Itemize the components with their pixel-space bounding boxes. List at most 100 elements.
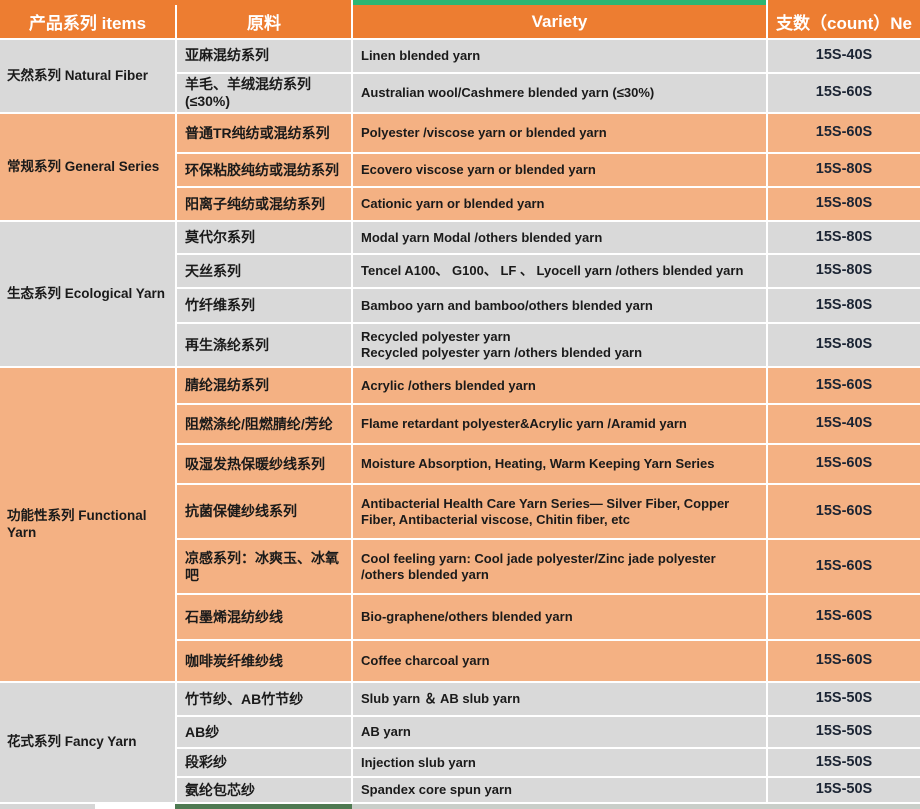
table-row: 吸湿发热保暖纱线系列 Moisture Absorption, Heating,… [0,443,920,486]
count-cell: 15S-60S [766,538,920,596]
variety-cell: Injection slub yarn [351,747,768,779]
bottom-strip-gray-left [0,804,95,809]
table-row: 段彩纱 Injection slub yarn 15S-50S [0,747,920,779]
table-row: 花式系列 Fancy Yarn 竹节纱、AB竹节纱 Slub yarn ＆ AB… [0,681,920,805]
variety-cell: Bio-graphene/others blended yarn [351,593,768,642]
variety-cell: Antibacterial Health Care Yarn Series— S… [351,483,768,541]
material-cell: 再生涤纶系列 [176,322,353,369]
material-cell: 普通TR纯纺或混纺系列 [175,112,353,155]
variety-cell: Spandex core spun yarn [351,776,768,805]
count-cell: 15S-60S [766,71,920,115]
count-cell: 15S-80S [766,253,920,290]
count-cell: 15S-60S [766,443,920,486]
top-strip-orange-left [0,0,353,5]
section-label-natural: 天然系列 Natural Fiber [0,37,177,115]
material-cell: 环保粘胶纯纺或混纺系列 [176,152,353,189]
variety-cell: Recycled polyester yarn Recycled polyest… [351,322,768,369]
count-cell: 15S-60S [766,483,920,541]
material-cell: 阳离子纯纺或混纺系列 [176,186,353,223]
bottom-strip-green [175,804,352,809]
material-cell: AB纱 [176,715,353,750]
header-variety: Variety [351,5,768,40]
count-cell: 15S-50S [766,681,920,718]
material-cell: 竹纤维系列 [176,287,353,325]
material-cell: 抗菌保健纱线系列 [176,483,353,541]
material-cell: 阻燃涤纶/阻燃腈纶/芳纶 [176,403,353,446]
section-label-ecological: 生态系列 Ecological Yarn [0,220,177,369]
section-label-fancy: 花式系列 Fancy Yarn [0,681,177,805]
table-row: 功能性系列 Functional Yarn 腈纶混纺系列 Acrylic /ot… [0,366,920,684]
material-cell: 莫代尔系列 [175,220,353,256]
bottom-strip-white-notch [95,804,175,809]
variety-cell: Ecovero viscose yarn or blended yarn [351,152,768,189]
header-material: 原料 [175,5,353,40]
bottom-strip-gray-right [352,804,920,809]
material-cell: 氨纶包芯纱 [176,776,353,805]
bottom-strip [0,804,920,809]
yarn-product-table: 产品系列 items 原料 Variety 支数（count）Ne 天然系列 N… [0,5,920,805]
variety-cell: Flame retardant polyester&Acrylic yarn /… [351,403,768,446]
table-row: 再生涤纶系列 Recycled polyester yarn Recycled … [0,322,920,369]
material-cell: 亚麻混纺系列 [175,38,353,74]
count-cell: 15S-80S [766,186,920,223]
section-label-functional: 功能性系列 Functional Yarn [0,366,177,684]
material-cell: 石墨烯混纺纱线 [176,593,353,642]
header-count: 支数（count）Ne [766,5,920,40]
variety-cell: Acrylic /others blended yarn [351,366,768,406]
count-cell: 15S-40S [766,38,920,74]
variety-cell: Tencel A100、 G100、 LF 、 Lyocell yarn /ot… [351,253,768,290]
variety-cell: Bamboo yarn and bamboo/others blended ya… [351,287,768,325]
material-cell: 羊毛、羊绒混纺系列 (≤30%) [176,71,353,115]
top-strip-orange-right [768,0,920,5]
material-cell: 天丝系列 [176,253,353,290]
count-cell: 15S-80S [766,287,920,325]
variety-cell: Slub yarn ＆ AB slub yarn [351,681,768,718]
green-accent-bar [353,0,768,5]
section-label-general: 常规系列 General Series [0,112,177,223]
top-strip [0,0,920,5]
table-row: 天丝系列 Tencel A100、 G100、 LF 、 Lyocell yar… [0,253,920,290]
table-row: 生态系列 Ecological Yarn 莫代尔系列 Modal yarn Mo… [0,220,920,369]
variety-cell: Moisture Absorption, Heating, Warm Keepi… [351,443,768,486]
table-row: AB纱 AB yarn 15S-50S [0,715,920,750]
table-row: 羊毛、羊绒混纺系列 (≤30%) Australian wool/Cashmer… [0,71,920,115]
table-row: 阳离子纯纺或混纺系列 Cationic yarn or blended yarn… [0,186,920,223]
variety-cell: AB yarn [351,715,768,750]
material-cell: 咖啡炭纤维纱线 [176,639,353,684]
table-row: 天然系列 Natural Fiber 亚麻混纺系列 Linen blended … [0,37,920,115]
variety-cell: Australian wool/Cashmere blended yarn (≤… [351,71,768,115]
table-row: 抗菌保健纱线系列 Antibacterial Health Care Yarn … [0,483,920,541]
variety-cell: Polyester /viscose yarn or blended yarn [351,112,768,155]
count-cell: 15S-50S [766,747,920,779]
material-cell: 竹节纱、AB竹节纱 [175,681,353,718]
count-cell: 15S-50S [766,776,920,805]
table-row: 石墨烯混纺纱线 Bio-graphene/others blended yarn… [0,593,920,642]
header-row: 产品系列 items 原料 Variety 支数（count）Ne [0,5,920,40]
table-row: 竹纤维系列 Bamboo yarn and bamboo/others blen… [0,287,920,325]
count-cell: 15S-60S [766,593,920,642]
variety-cell: Coffee charcoal yarn [351,639,768,684]
count-cell: 15S-50S [766,715,920,750]
count-cell: 15S-60S [766,639,920,684]
table-row: 氨纶包芯纱 Spandex core spun yarn 15S-50S [0,776,920,805]
count-cell: 15S-60S [766,112,920,155]
count-cell: 15S-80S [766,152,920,189]
table-row: 阻燃涤纶/阻燃腈纶/芳纶 Flame retardant polyester&A… [0,403,920,446]
material-cell: 凉感系列：冰爽玉、冰氧吧 [176,538,353,596]
count-cell: 15S-60S [766,366,920,406]
variety-cell: Cool feeling yarn: Cool jade polyester/Z… [351,538,768,596]
table-row: 咖啡炭纤维纱线 Coffee charcoal yarn 15S-60S [0,639,920,684]
variety-cell: Cationic yarn or blended yarn [351,186,768,223]
material-cell: 段彩纱 [176,747,353,779]
table-row: 凉感系列：冰爽玉、冰氧吧 Cool feeling yarn: Cool jad… [0,538,920,596]
material-cell: 腈纶混纺系列 [175,366,353,406]
material-cell: 吸湿发热保暖纱线系列 [176,443,353,486]
count-cell: 15S-80S [766,322,920,369]
variety-cell: Modal yarn Modal /others blended yarn [351,220,768,256]
table-row: 环保粘胶纯纺或混纺系列 Ecovero viscose yarn or blen… [0,152,920,189]
header-items: 产品系列 items [0,5,177,40]
count-cell: 15S-80S [766,220,920,256]
count-cell: 15S-40S [766,403,920,446]
table-row: 常规系列 General Series 普通TR纯纺或混纺系列 Polyeste… [0,112,920,223]
